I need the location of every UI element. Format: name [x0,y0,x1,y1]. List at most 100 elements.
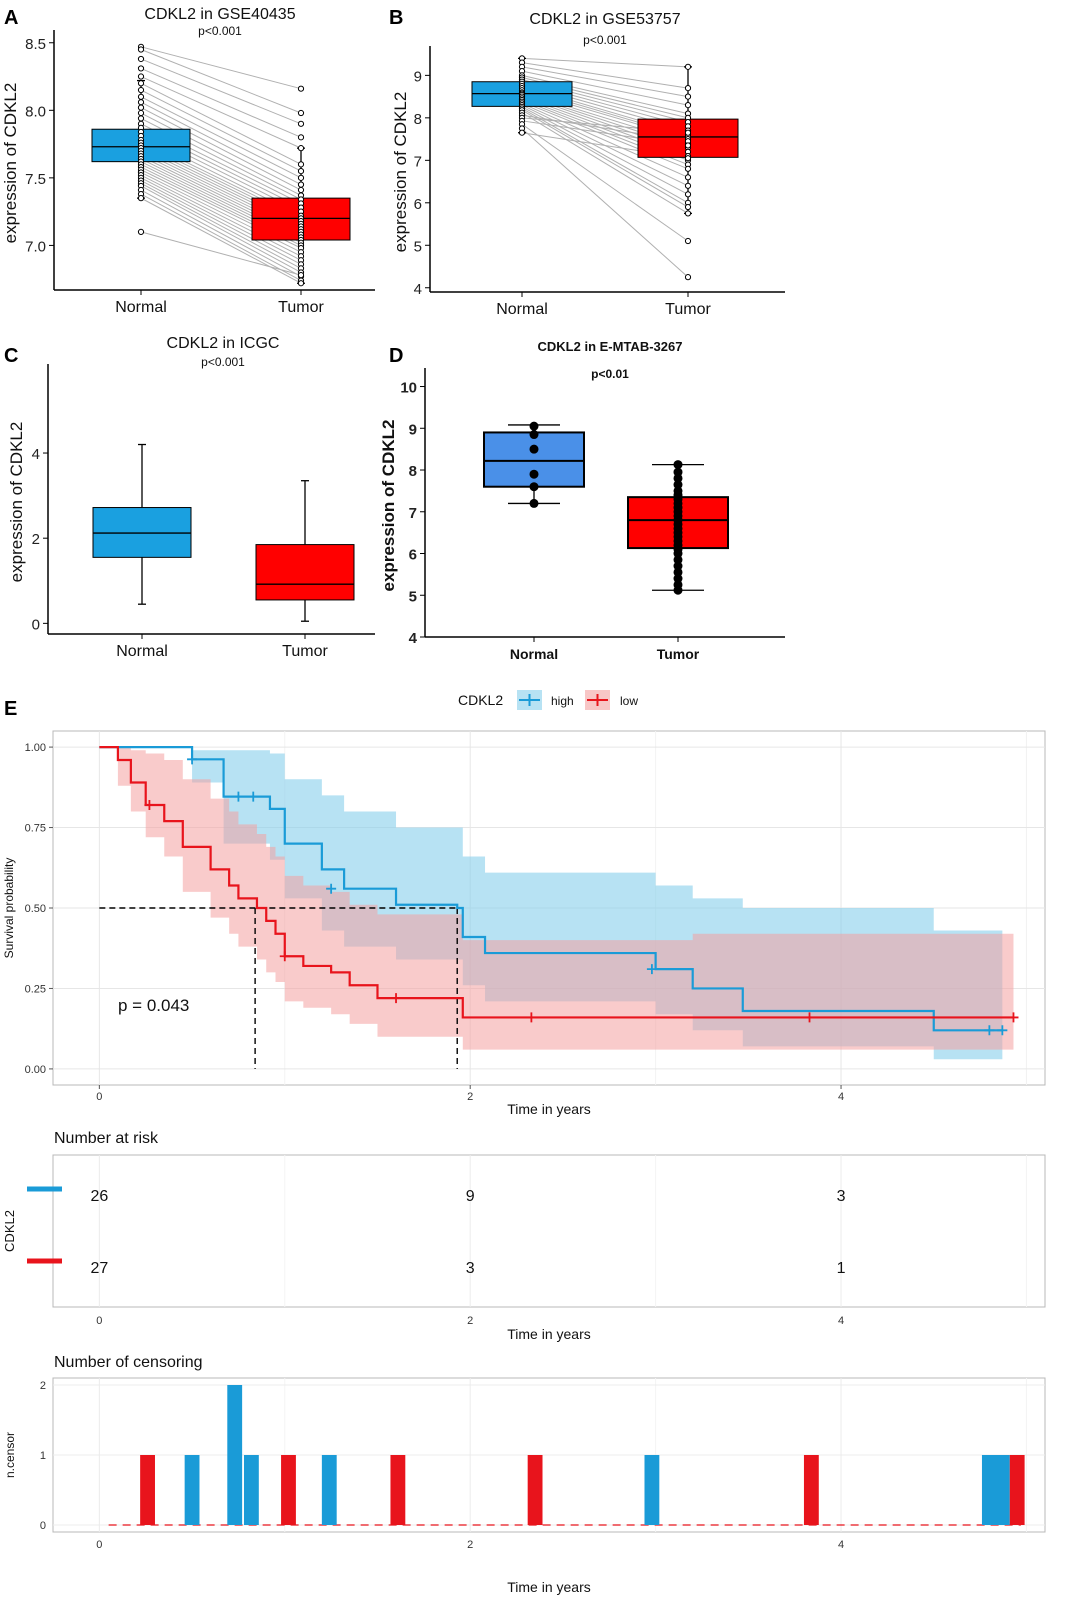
panel-a-pair-line [140,197,302,284]
panel-a-pair-line [140,189,302,277]
panel-b-ytick-label: 4 [414,281,422,298]
panel-letter-e: E [4,698,17,720]
panel-b-point [684,237,692,245]
panel-d-point [673,585,683,595]
panel-c-ytick-label: 2 [32,531,40,548]
panel-letter-d: D [389,345,403,367]
survival-censor-mark-low [144,800,155,811]
legend-swatch-high-line [519,694,540,706]
survival-censor-mark-low [279,951,290,962]
censor-bar-high [981,1455,997,1525]
panel-a-point [137,195,145,202]
risk-count-high: 3 [837,1188,846,1205]
survival-x-label: Time in years [507,1101,591,1117]
risk-count-high: 26 [90,1188,108,1205]
panel-b-category-normal: Normal [496,301,548,318]
panel-b-category-tumor: Tumor [665,301,711,318]
censor-x-label: Time in years [507,1579,591,1595]
panel-b-point [684,203,692,211]
survival-censor-mark-high [997,1025,1008,1036]
panel-a-pair-line [140,89,302,172]
censor-ytick-label: 0 [40,1520,46,1532]
risk-count-low: 27 [90,1260,108,1277]
panel-a-point [137,65,145,72]
panel-a-pair-line [140,107,302,191]
panel-b-point [684,191,692,198]
panel-b-point [684,93,692,100]
survival-ytick-label: 0.00 [25,1064,46,1076]
legend-label-high: high [551,694,574,708]
panel-a-category-normal: Normal [115,299,167,316]
panel-a-pair-line [140,177,302,261]
risk-xtick-label: 4 [838,1315,844,1327]
panel-c-subtitle: p<0.001 [201,355,245,369]
panel-a-pair-line [140,96,302,179]
panel-d-point [529,498,539,508]
panel-a-point [297,145,305,152]
panel-a-point [297,186,305,194]
panel-letter-b: B [389,7,403,29]
panel-a-point [297,280,305,287]
panel-a-point [297,109,305,117]
panel-a-pair-line [140,180,302,265]
panel-d-ytick-label: 6 [409,547,417,564]
legend-swatch-low-line [587,694,608,706]
censor-xtick-label: 0 [96,1539,102,1551]
risk-table-area [52,1154,1046,1308]
risk-count-low: 3 [466,1260,475,1277]
survival-ytick-label: 0.25 [25,983,46,995]
censor-ytick-label: 1 [40,1450,46,1462]
survival-curve-high [99,745,1003,1032]
panel-b-pair-line [521,109,689,208]
censor-bar-high [243,1455,259,1525]
panel-b-ytick-label: 6 [414,196,422,213]
censor-bar-low [803,1455,819,1525]
panel-letter-a: A [4,7,18,29]
panel-d-ytick-label: 8 [409,463,417,480]
survival-censor-mark-low [1008,1012,1019,1023]
panel-b-pair-line [521,123,689,242]
panel-a-pair-line [140,49,302,114]
survival-censor-mark-low [804,1012,815,1023]
censor-bar-low [1009,1455,1025,1525]
panel-d-point [529,482,539,492]
panel-b-y-label: expression of CDKL2 [391,92,410,253]
panel-d-point [529,430,539,440]
panel-letter-c: C [4,345,18,367]
panel-b-point [684,165,692,172]
panel-d-point [673,549,683,559]
survival-censor-mark-high [326,883,337,894]
panel-b-point [684,210,692,217]
survival-censor-mark-high [248,791,259,802]
panel-d-ytick-label: 5 [409,588,417,605]
censor-bar-high [227,1385,243,1525]
panel-a-point [297,161,305,168]
panel-a-point [137,104,145,111]
panel-d-point [673,561,683,571]
panel-b-point [684,63,692,70]
panel-d-ytick-label: 10 [400,380,417,397]
panel-a-pair-line [140,185,302,273]
panel-b-ytick-label: 9 [414,68,422,85]
panel-d-ytick-label: 9 [409,421,417,438]
survival-ytick-label: 0.75 [25,823,46,835]
panel-b-subtitle: p<0.001 [583,33,627,47]
survival-censor-mark-high [233,791,244,802]
risk-x-label: Time in years [507,1326,591,1342]
panel-d-point [673,555,683,565]
panel-a-pair-line [140,82,302,165]
panel-a-ytick-label: 7.5 [25,171,46,188]
panel-d-point [529,469,539,479]
panel-a-point [137,99,145,106]
panel-b-point [684,101,692,109]
panel-b-pair-line [521,112,689,214]
panel-b-point [684,274,692,281]
panel-d-point [673,567,683,577]
panel-d-point [529,444,539,454]
panel-a-point [297,272,305,279]
survival-censor-mark-high [646,964,657,975]
risk-xtick-label: 0 [96,1315,102,1327]
panel-a-ytick-label: 8.0 [25,103,46,120]
panel-a-pair-line [140,101,302,186]
panel-a-point [137,109,145,117]
